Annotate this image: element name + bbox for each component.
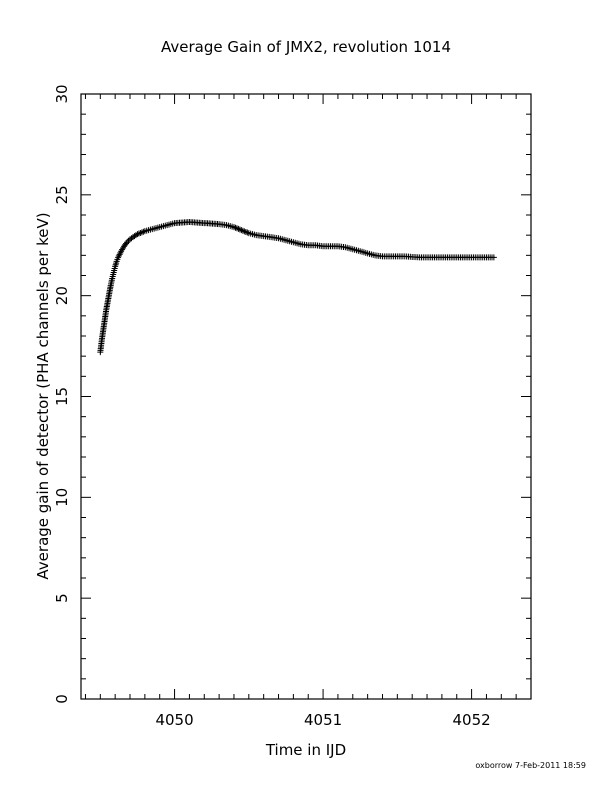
data-point	[244, 229, 251, 236]
data-point	[138, 229, 145, 236]
data-point	[235, 225, 242, 232]
data-point	[137, 229, 144, 236]
x-axis-label: Time in IJD	[265, 741, 346, 759]
x-tick-label: 4050	[155, 711, 193, 729]
y-tick-label: 0	[53, 694, 71, 704]
plot-frame	[80, 93, 532, 700]
data-point	[236, 226, 243, 233]
y-tick-label: 20	[53, 286, 71, 305]
data-point	[242, 228, 249, 235]
y-axis-ticks: 0 5 10 15 20 25 30	[53, 84, 531, 704]
y-tick-label: 5	[53, 593, 71, 603]
data-point	[230, 224, 237, 231]
y-axis-label: Average gain of detector (PHA channels p…	[34, 212, 52, 579]
data-series	[97, 219, 497, 356]
data-point	[241, 228, 248, 235]
x-axis-ticks: 4050 4051 4052	[84, 94, 532, 729]
chart-title: Average Gain of JMX2, revolution 1014	[161, 38, 451, 56]
footer-credit: oxborrow 7-Feb-2011 18:59	[475, 761, 586, 770]
data-point	[490, 254, 497, 261]
data-point	[140, 228, 147, 235]
y-tick-label: 30	[53, 84, 71, 103]
data-point	[238, 227, 245, 234]
data-point	[232, 224, 239, 231]
y-tick-label: 25	[53, 185, 71, 204]
y-tick-label: 10	[53, 488, 71, 507]
data-point	[134, 231, 141, 238]
data-point	[239, 227, 246, 234]
data-point	[135, 230, 142, 237]
data-point	[233, 225, 240, 232]
x-tick-label: 4051	[304, 711, 342, 729]
y-tick-label: 15	[53, 387, 71, 406]
x-tick-label: 4052	[453, 711, 491, 729]
